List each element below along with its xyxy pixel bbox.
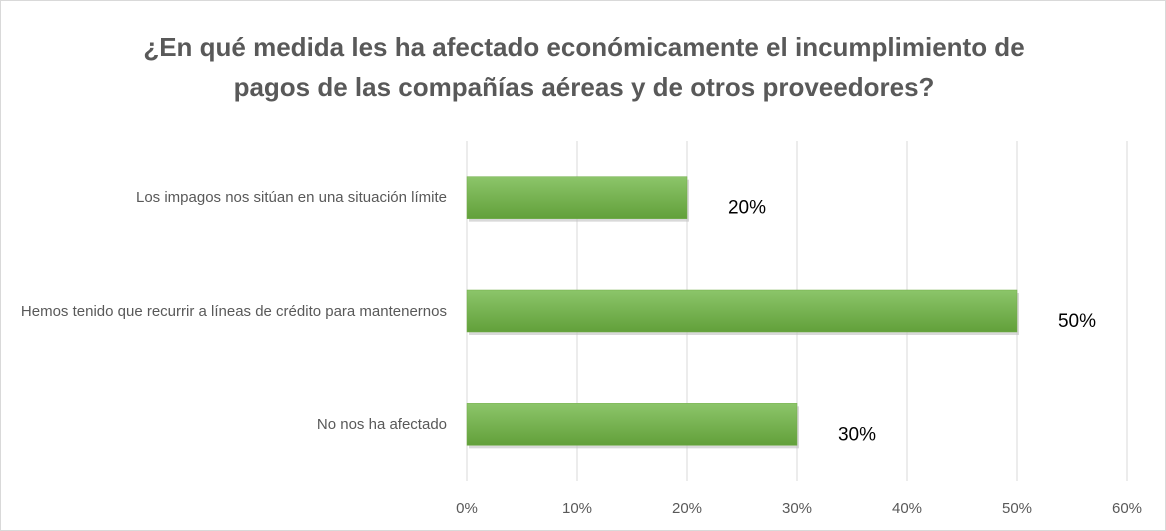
x-tick-label: 50% [1002,500,1032,517]
bar [466,403,798,446]
value-label: 20% [728,198,766,219]
y-tick-label: No nos ha afectado [316,415,447,433]
x-tick-label: 40% [892,500,922,517]
bar [466,289,1018,333]
x-tick-label: 0% [456,500,478,517]
y-tick-label: Los impagos nos sitúan en una situación … [135,189,447,207]
x-tick-label: 60% [1112,500,1142,517]
value-label: 30% [838,424,876,445]
x-tick-label: 10% [562,500,592,517]
y-tick-label: Hemos tenido que recurrir a líneas de cr… [20,302,447,320]
value-label: 50% [1058,311,1096,332]
x-tick-label: 30% [782,500,812,517]
chart-title: ¿En qué medida les ha afectado económica… [143,32,1025,102]
x-tick-label: 20% [672,500,702,517]
bar [466,176,688,219]
